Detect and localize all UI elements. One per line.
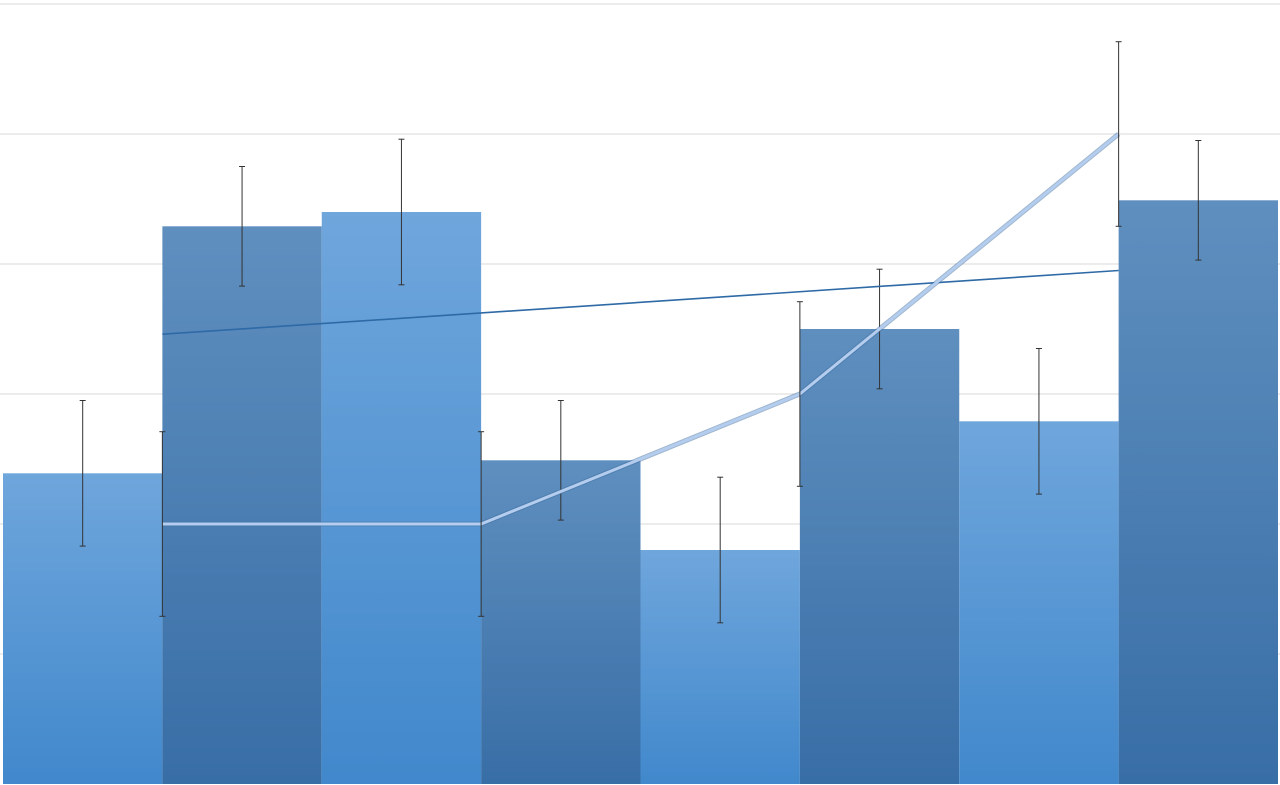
bars — [3, 200, 1278, 785]
line-error-bars — [159, 41, 1122, 617]
bar — [321, 212, 482, 784]
bar — [1118, 200, 1278, 785]
bar — [799, 329, 960, 784]
trendline-segment — [162, 269, 1119, 335]
line-path — [162, 132, 1120, 526]
bar — [162, 226, 322, 785]
trendline — [162, 269, 1119, 335]
line-series — [162, 132, 1121, 527]
